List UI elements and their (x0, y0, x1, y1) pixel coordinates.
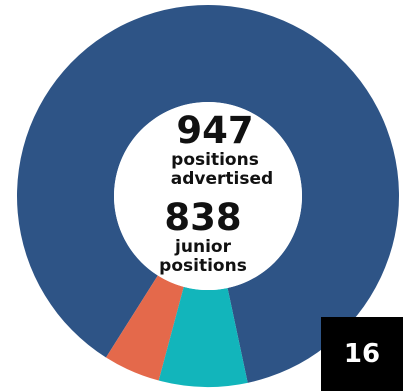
positions-advertised-label-line2: advertised (170, 169, 274, 189)
junior-positions-label-line1: junior (175, 237, 231, 257)
donut-slice-teal (158, 286, 248, 387)
junior-positions-label-line2: positions (159, 256, 247, 276)
positions-advertised-number: 947 (176, 109, 254, 152)
positions-advertised-block: 947 positions advertised (140, 112, 290, 189)
donut-slices (17, 5, 400, 387)
page-number-badge: 16 (321, 317, 403, 391)
donut-hole (114, 102, 302, 290)
positions-advertised-label-line1: positions (171, 150, 259, 170)
junior-positions-block: 838 junior positions (128, 199, 278, 276)
junior-positions-number: 838 (164, 196, 242, 239)
donut-slice-orange (106, 275, 184, 381)
donut-slice-main (17, 5, 400, 383)
